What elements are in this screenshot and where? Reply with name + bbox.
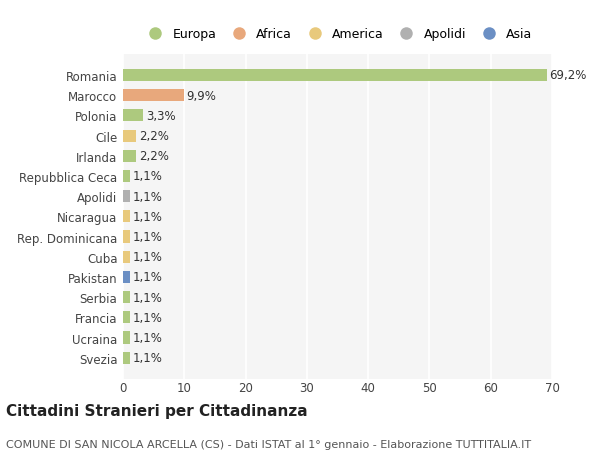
Text: 1,1%: 1,1% (132, 251, 162, 263)
Bar (123, 190, 130, 203)
Bar (123, 271, 130, 283)
Bar (123, 291, 130, 303)
Text: 1,1%: 1,1% (132, 210, 162, 224)
Text: 1,1%: 1,1% (132, 291, 162, 304)
Text: COMUNE DI SAN NICOLA ARCELLA (CS) - Dati ISTAT al 1° gennaio - Elaborazione TUTT: COMUNE DI SAN NICOLA ARCELLA (CS) - Dati… (6, 440, 531, 449)
Bar (123, 231, 130, 243)
Text: 9,9%: 9,9% (186, 90, 216, 102)
Bar (123, 70, 547, 82)
Bar (123, 211, 130, 223)
Bar (123, 332, 130, 344)
Bar (123, 312, 130, 324)
Text: 1,1%: 1,1% (132, 311, 162, 324)
Text: 3,3%: 3,3% (146, 110, 175, 123)
Text: 69,2%: 69,2% (550, 69, 587, 82)
Bar (123, 110, 143, 122)
Bar (123, 90, 184, 102)
Bar (123, 251, 130, 263)
Bar (123, 151, 136, 162)
Bar (123, 171, 130, 183)
Text: Cittadini Stranieri per Cittadinanza: Cittadini Stranieri per Cittadinanza (6, 403, 308, 419)
Text: 1,1%: 1,1% (132, 230, 162, 244)
Bar (123, 352, 130, 364)
Text: 1,1%: 1,1% (132, 190, 162, 203)
Text: 2,2%: 2,2% (139, 130, 169, 143)
Text: 1,1%: 1,1% (132, 170, 162, 183)
Text: 1,1%: 1,1% (132, 271, 162, 284)
Legend: Europa, Africa, America, Apolidi, Asia: Europa, Africa, America, Apolidi, Asia (140, 26, 535, 44)
Text: 2,2%: 2,2% (139, 150, 169, 163)
Bar (123, 130, 136, 142)
Text: 1,1%: 1,1% (132, 331, 162, 344)
Text: 1,1%: 1,1% (132, 352, 162, 364)
